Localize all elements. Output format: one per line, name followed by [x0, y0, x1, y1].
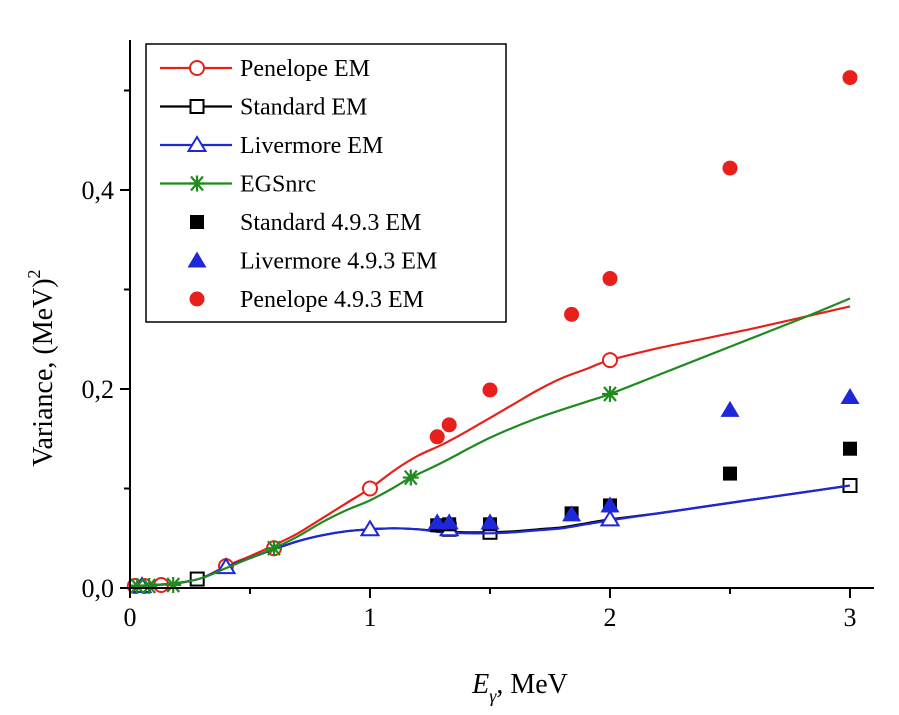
data-point-penelope-4-9-3-em	[441, 417, 457, 433]
legend-label: Penelope 4.9.3 EM	[240, 287, 424, 313]
legend-item-livermore-em: Livermore EM	[160, 133, 383, 159]
data-point-egsnrc	[402, 469, 419, 486]
data-point-penelope-4-9-3-em	[842, 70, 858, 86]
legend-box	[145, 43, 507, 323]
data-point-livermore-4-9-3-em	[562, 505, 582, 522]
legend-label: Livermore 4.9.3 EM	[240, 249, 437, 275]
series-egsnrc	[129, 297, 851, 595]
data-point-penelope-4-9-3-em	[482, 382, 498, 398]
x-axis-title-symbol: E	[471, 669, 489, 700]
x-axis-title-subscript: γ	[489, 686, 497, 706]
data-point-penelope-em	[602, 352, 618, 369]
data-point-penelope-em	[362, 480, 378, 497]
x-tick-label: 3	[844, 603, 857, 632]
x-tick-label: 0	[124, 603, 137, 632]
legend-swatch-marker	[189, 99, 205, 114]
data-point-egsnrc	[141, 578, 158, 595]
legend-label: Penelope EM	[240, 56, 370, 82]
legend-swatch-marker	[187, 251, 207, 268]
data-point-livermore-4-9-3-em	[840, 387, 860, 404]
legend: Penelope EM Standard EM Livermore EM EGSnrc…	[145, 43, 507, 323]
y-axis-title-superscript: 2	[24, 269, 44, 278]
legend-item-egsnrc: EGSnrc	[160, 172, 316, 198]
data-point-egsnrc	[602, 385, 618, 402]
data-point-livermore-4-9-3-em	[480, 513, 500, 530]
legend-swatch-marker	[186, 135, 208, 152]
x-tick-label: 2	[604, 603, 617, 632]
data-point-livermore-em	[359, 519, 381, 537]
series-penelope-4-9-3-em	[429, 70, 858, 445]
legend-item-penelope-4-9-3-em: Penelope 4.9.3 EM	[189, 287, 424, 313]
data-point-standard-4-9-3-em	[843, 441, 857, 456]
data-point-livermore-4-9-3-em	[720, 400, 740, 417]
x-axis-title: Eγ, MeV	[471, 669, 568, 706]
series-line-egsnrc	[129, 297, 851, 588]
data-point-egsnrc	[266, 540, 282, 557]
legend-label: Livermore EM	[240, 133, 383, 159]
data-point-egsnrc	[129, 578, 146, 595]
legend-item-livermore-4-9-3-em: Livermore 4.9.3 EM	[187, 249, 437, 275]
y-axis-title: Variance, (MeV)2	[24, 269, 59, 466]
legend-label: EGSnrc	[240, 172, 316, 198]
data-point-penelope-4-9-3-em	[602, 271, 618, 287]
y-tick-label: 0,0	[82, 574, 115, 603]
legend-item-standard-4-9-3-em: Standard 4.9.3 EM	[190, 210, 421, 236]
legend-label: Standard 4.9.3 EM	[240, 210, 421, 236]
series-livermore-4-9-3-em	[427, 387, 860, 530]
plot-area	[126, 70, 860, 595]
data-point-livermore-4-9-3-em	[439, 513, 459, 530]
series-penelope-em	[126, 305, 851, 595]
series-line-penelope-em	[129, 305, 851, 588]
data-point-penelope-4-9-3-em	[429, 429, 445, 445]
x-tick-label: 1	[364, 603, 377, 632]
data-point-penelope-4-9-3-em	[722, 160, 738, 176]
y-tick-label: 0,4	[82, 176, 115, 205]
legend-swatch-marker	[190, 215, 204, 229]
axes: 0 1 2 3 0,0 0,2 0,4	[82, 40, 874, 632]
data-point-egsnrc	[165, 577, 182, 594]
data-point-livermore-4-9-3-em	[600, 496, 620, 513]
y-axis-title-text: Variance, (MeV)	[28, 278, 59, 466]
y-tick-label: 0,2	[82, 375, 115, 404]
legend-swatch-marker	[189, 291, 205, 307]
legend-label: Standard EM	[240, 95, 367, 121]
data-point-livermore-em	[599, 509, 621, 527]
legend-swatch-marker	[189, 60, 205, 76]
legend-swatch-marker	[189, 175, 205, 192]
data-point-livermore-4-9-3-em	[427, 513, 447, 530]
legend-item-standard-em: Standard EM	[160, 95, 367, 121]
x-axis-title-unit: , MeV	[496, 669, 568, 700]
data-point-penelope-4-9-3-em	[564, 306, 580, 322]
data-point-standard-4-9-3-em	[723, 466, 737, 481]
legend-item-penelope-em: Penelope EM	[160, 56, 370, 82]
series-standard-4-9-3-em	[430, 441, 857, 533]
